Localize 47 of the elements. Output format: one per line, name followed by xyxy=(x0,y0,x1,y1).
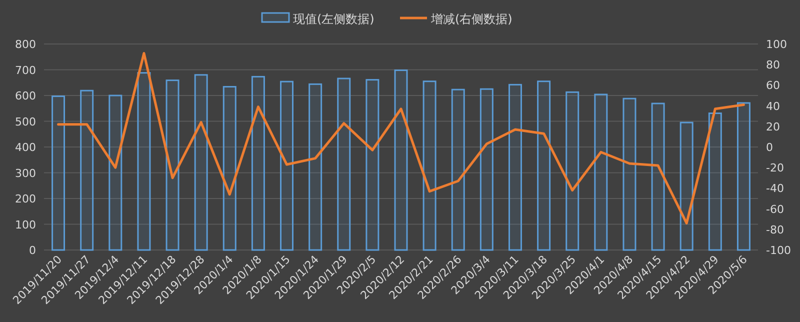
y2-tick-label: -80 xyxy=(766,223,784,236)
y-tick-label: 100 xyxy=(15,218,36,232)
bar xyxy=(594,94,608,251)
y-tick-label: 400 xyxy=(15,141,36,154)
y2-tick-label: 100 xyxy=(766,38,787,51)
y-tick-label: 500 xyxy=(15,115,36,128)
y-tick-label: 200 xyxy=(15,192,36,206)
y2-tick-label: 60 xyxy=(766,79,780,92)
bar xyxy=(422,80,436,251)
bar xyxy=(337,78,351,251)
bar xyxy=(108,94,122,251)
bar xyxy=(251,76,265,251)
y-tick-label: 0 xyxy=(29,244,36,257)
bar xyxy=(166,80,180,251)
y-tick-label: 600 xyxy=(15,90,36,102)
y-tick-label: 700 xyxy=(15,64,36,77)
bar xyxy=(622,98,636,251)
bar xyxy=(394,70,408,251)
legend-label: 增减(右侧数据) xyxy=(430,12,512,26)
bar xyxy=(480,88,494,251)
y2-tick-label: -40 xyxy=(766,182,784,196)
y2-tick-label: -20 xyxy=(766,162,784,175)
y-tick-label: 800 xyxy=(15,38,36,51)
y-tick-label: 300 xyxy=(15,166,36,180)
bar xyxy=(137,72,151,251)
y2-tick-label: -60 xyxy=(766,202,784,216)
y2-tick-label: 20 xyxy=(766,120,780,134)
bar xyxy=(308,83,322,251)
bar xyxy=(508,84,522,251)
bar xyxy=(708,112,722,251)
bar xyxy=(194,74,208,251)
bar xyxy=(680,122,694,251)
bar xyxy=(280,80,294,251)
bar xyxy=(736,102,750,251)
y2-tick-label: -100 xyxy=(766,244,791,257)
bar xyxy=(52,96,66,251)
bar xyxy=(566,91,580,251)
y2-tick-label: 80 xyxy=(766,58,780,72)
bar xyxy=(537,80,551,251)
bar xyxy=(651,102,665,251)
bar xyxy=(451,88,465,251)
bar xyxy=(80,90,94,251)
bar xyxy=(366,79,380,251)
bar xyxy=(222,86,236,251)
legend-label: 现值(左侧数据) xyxy=(293,12,374,26)
y2-tick-label: 40 xyxy=(766,100,780,113)
y2-tick-label: 0 xyxy=(766,141,773,154)
